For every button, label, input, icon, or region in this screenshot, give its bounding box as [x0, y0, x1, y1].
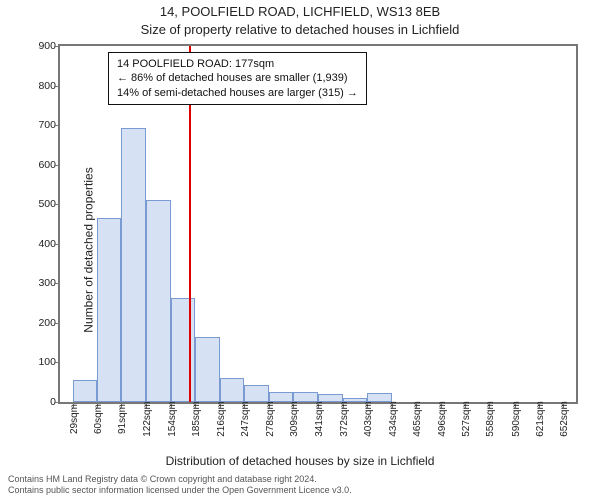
x-tick-label: 527sqm	[461, 401, 472, 437]
y-tick-mark	[54, 125, 59, 126]
histogram-bar	[195, 337, 219, 402]
y-tick-mark	[54, 244, 59, 245]
x-tick-label: 341sqm	[314, 401, 325, 437]
y-tick-label: 700	[26, 119, 56, 131]
histogram-bar	[146, 200, 171, 402]
y-tick-label: 100	[26, 356, 56, 368]
x-tick-label: 496sqm	[437, 401, 448, 437]
histogram-bar	[293, 392, 318, 402]
x-tick-label: 185sqm	[191, 401, 202, 437]
histogram-bar	[269, 392, 293, 402]
y-tick-mark	[54, 86, 59, 87]
y-tick-label: 800	[26, 80, 56, 92]
x-tick-label: 403sqm	[363, 401, 374, 437]
x-tick-label: 465sqm	[412, 401, 423, 437]
y-tick-label: 300	[26, 277, 56, 289]
histogram-bar	[367, 393, 391, 402]
x-tick-label: 122sqm	[142, 401, 153, 437]
y-tick-label: 200	[26, 317, 56, 329]
x-tick-label: 29sqm	[69, 404, 80, 434]
x-tick-label: 590sqm	[511, 401, 522, 437]
x-tick-label: 216sqm	[216, 401, 227, 437]
x-tick-label: 60sqm	[93, 404, 104, 434]
y-tick-mark	[54, 46, 59, 47]
histogram-bar	[171, 298, 195, 402]
annotation-line-3: 14% of semi-detached houses are larger (…	[117, 86, 358, 100]
chart-title-address: 14, POOLFIELD ROAD, LICHFIELD, WS13 8EB	[0, 4, 600, 19]
footer-line-2: Contains public sector information licen…	[8, 485, 352, 496]
histogram-bar	[73, 380, 97, 402]
x-tick-label: 372sqm	[339, 401, 350, 437]
annotation-box: 14 POOLFIELD ROAD: 177sqm← 86% of detach…	[108, 52, 367, 105]
histogram-bar	[244, 385, 268, 402]
y-tick-mark	[54, 283, 59, 284]
chart-title-sub: Size of property relative to detached ho…	[0, 22, 600, 37]
y-tick-label: 400	[26, 238, 56, 250]
y-tick-label: 500	[26, 198, 56, 210]
y-tick-mark	[54, 165, 59, 166]
y-tick-label: 0	[26, 396, 56, 408]
x-tick-label: 434sqm	[388, 401, 399, 437]
x-tick-label: 91sqm	[117, 404, 128, 434]
x-tick-label: 558sqm	[485, 401, 496, 437]
footer-line-1: Contains HM Land Registry data © Crown c…	[8, 474, 352, 485]
y-tick-label: 600	[26, 159, 56, 171]
annotation-line-1: 14 POOLFIELD ROAD: 177sqm	[117, 57, 358, 71]
y-tick-mark	[54, 362, 59, 363]
x-tick-label: 278sqm	[265, 401, 276, 437]
histogram-bar	[343, 398, 367, 402]
annotation-line-2: ← 86% of detached houses are smaller (1,…	[117, 71, 358, 85]
histogram-bar	[97, 218, 121, 402]
chart-container: 14, POOLFIELD ROAD, LICHFIELD, WS13 8EB …	[0, 0, 600, 500]
y-tick-label: 900	[26, 40, 56, 52]
y-tick-mark	[54, 323, 59, 324]
x-tick-label: 621sqm	[535, 401, 546, 437]
x-tick-label: 247sqm	[240, 401, 251, 437]
histogram-bar	[220, 378, 244, 402]
histogram-bar	[121, 128, 145, 403]
plot-area: 010020030040050060070080090029sqm60sqm91…	[58, 44, 578, 404]
x-tick-label: 309sqm	[289, 401, 300, 437]
x-tick-label: 652sqm	[559, 401, 570, 437]
y-tick-mark	[54, 402, 59, 403]
footer-attribution: Contains HM Land Registry data © Crown c…	[8, 474, 352, 497]
y-tick-mark	[54, 204, 59, 205]
x-tick-label: 154sqm	[167, 401, 178, 437]
x-axis-label: Distribution of detached houses by size …	[0, 454, 600, 468]
histogram-bar	[318, 394, 342, 402]
